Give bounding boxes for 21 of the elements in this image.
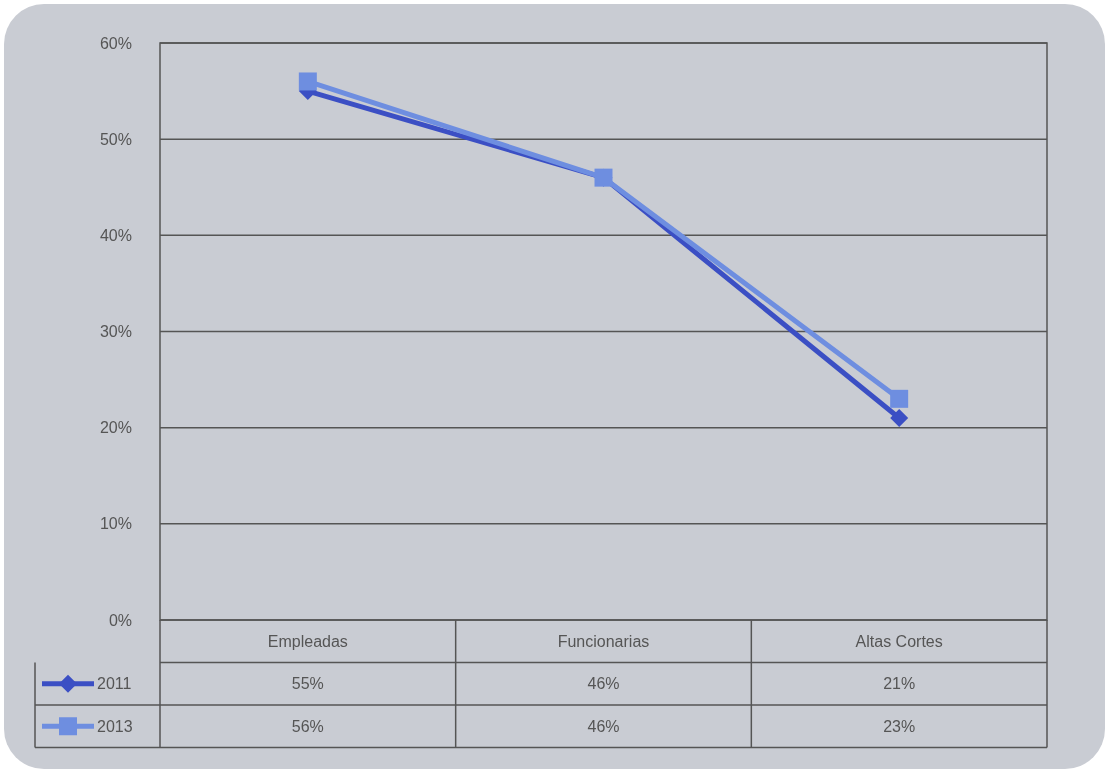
y-tick-label: 30% — [99, 323, 132, 341]
legend-label: 2013 — [97, 717, 133, 735]
point — [890, 409, 909, 428]
data-label: 23% — [883, 717, 916, 735]
point — [890, 389, 909, 408]
y-tick-label: 40% — [99, 226, 132, 244]
y-tick-label: 60% — [99, 34, 132, 52]
data-label: 56% — [291, 717, 324, 735]
data-label: 55% — [291, 675, 324, 693]
legend-label: 2011 — [97, 675, 132, 693]
x-tick-label: Empleadas — [267, 632, 348, 650]
y-tick-label: 50% — [99, 130, 132, 148]
y-tick-label: 20% — [99, 419, 132, 437]
y-tick-label: 0% — [108, 611, 132, 629]
data-label: 21% — [883, 675, 916, 693]
x-tick-label: Funcionarias — [557, 632, 650, 650]
x-tick-label: Altas Cortes — [855, 632, 943, 650]
data-label: 46% — [587, 717, 620, 735]
y-tick-label: 10% — [99, 515, 132, 533]
point — [298, 72, 317, 91]
data-label: 46% — [587, 675, 620, 693]
